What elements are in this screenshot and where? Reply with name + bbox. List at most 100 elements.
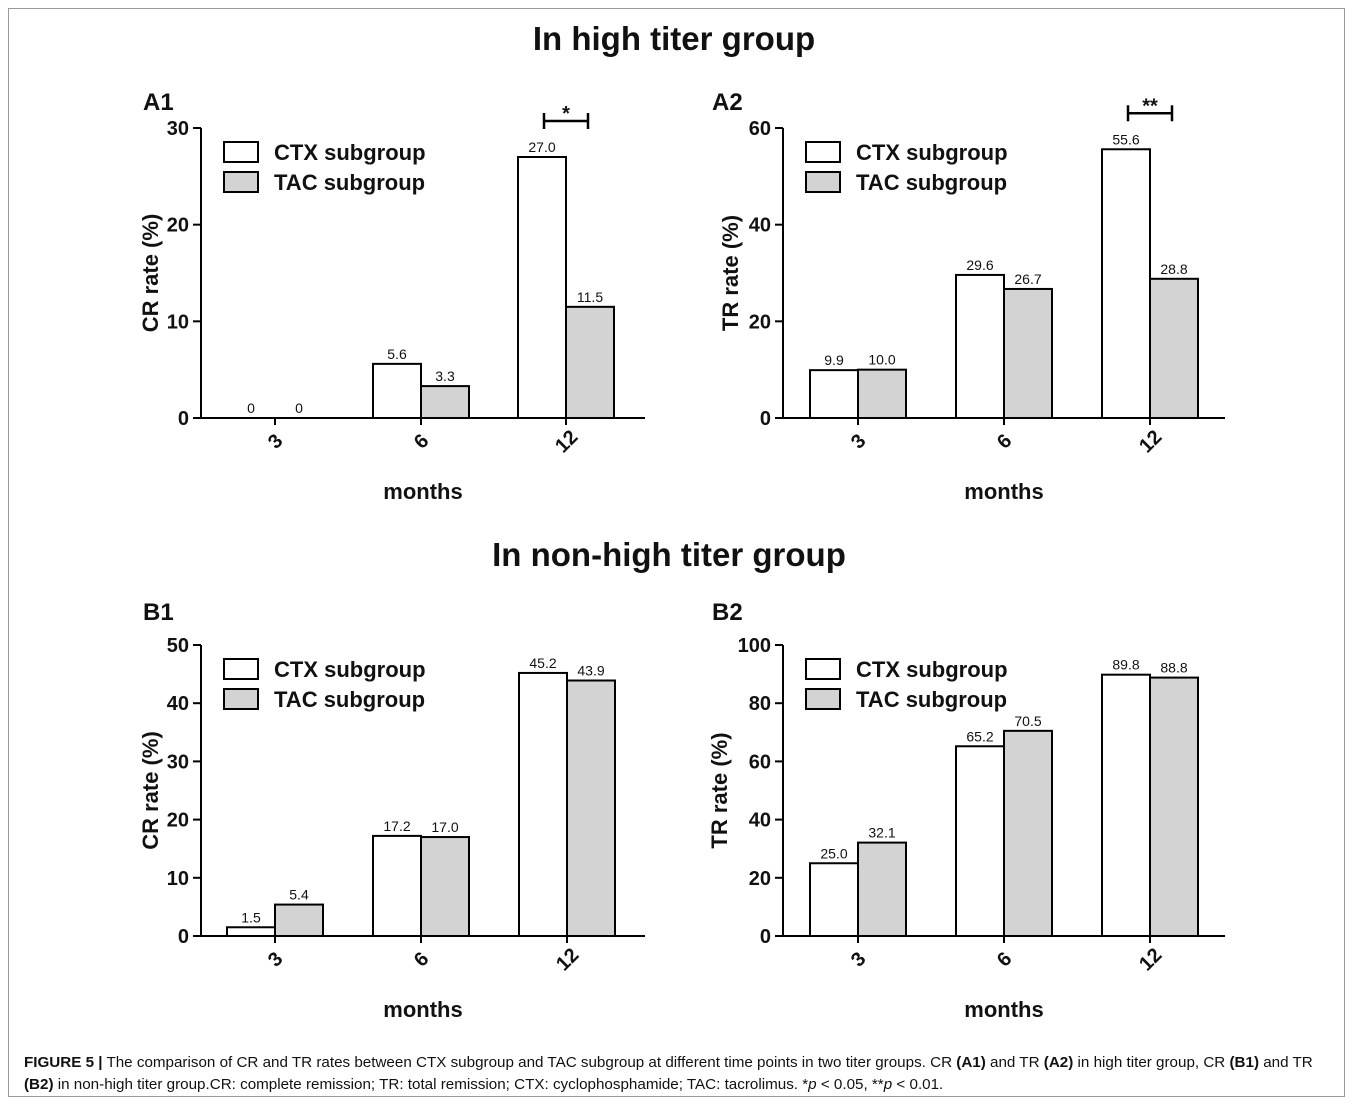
data-label: 11.5 — [577, 289, 603, 305]
bar-tac — [566, 679, 616, 938]
y-tick-label: 0 — [760, 408, 771, 430]
y-axis-title: CR rate (%) — [138, 214, 163, 333]
data-label: 45.2 — [529, 655, 556, 671]
panel-label: A1 — [143, 89, 174, 116]
legend-swatch-ctx — [805, 141, 841, 163]
x-tick-label: 12 — [1135, 944, 1166, 975]
y-tick-label: 30 — [167, 118, 189, 140]
bar-tac — [565, 305, 615, 420]
caption-lead: FIGURE 5 | — [24, 1054, 103, 1071]
caption-text: < 0.01. — [892, 1076, 944, 1093]
data-label: 27.0 — [528, 139, 555, 155]
data-label: 3.3 — [435, 368, 455, 384]
y-tick-label: 20 — [167, 215, 189, 237]
data-label: 0 — [247, 400, 255, 416]
x-tick-label: 3 — [264, 430, 287, 453]
data-label: 43.9 — [577, 663, 604, 679]
group-title-high: In high titer group — [533, 20, 815, 57]
chart-panel-b2: B2 25.0 65.2 89.8 32.1 70.5 88.8 0 20 40 60 80 100 3 6… — [707, 599, 1225, 1022]
y-tick-label: 40 — [167, 693, 189, 715]
caption-text: in non-high titer group.CR: complete rem… — [53, 1076, 809, 1093]
data-label: 17.2 — [383, 818, 410, 834]
y-axis-title: TR rate (%) — [707, 732, 732, 848]
data-label: 88.8 — [1160, 660, 1187, 676]
data-label: 65.2 — [966, 728, 993, 744]
panel-label: B2 — [712, 599, 743, 626]
y-tick-label: 20 — [749, 311, 771, 333]
y-tick-label: 10 — [167, 311, 189, 333]
y-tick-label: 30 — [167, 751, 189, 773]
x-tick-label: 6 — [993, 948, 1016, 971]
y-tick-label: 0 — [178, 926, 189, 948]
bar-tac — [857, 368, 907, 419]
y-tick-label: 20 — [749, 868, 771, 890]
y-tick-label: 50 — [167, 635, 189, 657]
x-tick-label: 3 — [264, 948, 287, 971]
bar-tac — [1003, 729, 1053, 937]
y-tick-label: 40 — [749, 810, 771, 832]
chart-panel-b1: B1 1.5 17.2 45.2 5.4 17.0 43.9 0 10 20 30 40 50 3 6 12 m… — [138, 599, 645, 1022]
x-tick-label: 12 — [1135, 426, 1166, 457]
legend-swatch-tac — [223, 171, 259, 193]
bar-ctx — [518, 671, 568, 937]
caption-text: The comparison of CR and TR rates betwee… — [102, 1054, 957, 1071]
data-label: 28.8 — [1160, 261, 1187, 277]
data-label: 1.5 — [241, 909, 261, 925]
bar-ctx — [1101, 673, 1151, 937]
bar-tac — [420, 836, 470, 937]
caption-text: and TR — [985, 1054, 1044, 1071]
data-label: 55.6 — [1112, 131, 1139, 147]
y-tick-label: 40 — [749, 215, 771, 237]
data-label: 25.0 — [820, 845, 847, 861]
legend-label-tac: TAC subgroup — [274, 687, 425, 712]
data-label: 9.9 — [824, 352, 844, 368]
caption-ref-a1: (A1) — [956, 1054, 986, 1071]
caption-p-symbol: p — [883, 1076, 893, 1093]
x-axis-title: months — [964, 997, 1043, 1022]
legend-swatch-tac — [223, 688, 259, 710]
x-axis-title: months — [383, 997, 462, 1022]
caption-ref-b2: (B2) — [24, 1076, 54, 1093]
bar-ctx — [1101, 148, 1151, 419]
y-tick-label: 60 — [749, 118, 771, 140]
x-axis-title: months — [964, 479, 1043, 504]
legend-label-ctx: CTX subgroup — [856, 657, 1008, 682]
legend-swatch-tac — [805, 171, 841, 193]
bar-tac — [274, 903, 324, 938]
legend-swatch-ctx — [223, 658, 259, 680]
y-tick-label: 10 — [167, 868, 189, 890]
data-label: 70.5 — [1014, 713, 1041, 729]
data-label: 17.0 — [431, 819, 458, 835]
data-label: 5.4 — [289, 887, 309, 903]
bar-tac — [1003, 287, 1053, 420]
group-title-nonhigh: In non-high titer group — [492, 536, 846, 573]
figure-caption: FIGURE 5 | The comparison of CR and TR r… — [24, 1052, 1334, 1096]
legend-label-tac: TAC subgroup — [856, 687, 1007, 712]
y-tick-label: 100 — [738, 635, 771, 657]
bar-ctx — [955, 273, 1005, 419]
legend-label-ctx: CTX subgroup — [274, 140, 426, 165]
data-label: 5.6 — [387, 346, 407, 362]
x-axis-title: months — [383, 479, 462, 504]
legend-label-tac: TAC subgroup — [274, 170, 425, 195]
data-label: 89.8 — [1112, 657, 1139, 673]
bar-ctx — [809, 369, 859, 419]
data-label: 29.6 — [966, 257, 993, 273]
bar-ctx — [955, 745, 1005, 937]
x-tick-label: 6 — [993, 430, 1016, 453]
significance-mark: * — [562, 103, 570, 125]
data-label: 0 — [295, 400, 303, 416]
y-tick-label: 60 — [749, 751, 771, 773]
caption-text: in high titer group, CR — [1073, 1054, 1230, 1071]
caption-text: and TR — [1259, 1054, 1313, 1071]
bar-tac — [1149, 277, 1199, 419]
legend-label-ctx: CTX subgroup — [274, 657, 426, 682]
y-tick-label: 80 — [749, 693, 771, 715]
panel-label: B1 — [143, 599, 174, 626]
x-tick-label: 6 — [410, 948, 433, 971]
x-tick-label: 12 — [552, 944, 583, 975]
x-tick-label: 3 — [847, 948, 870, 971]
caption-ref-b1: (B1) — [1229, 1054, 1260, 1071]
